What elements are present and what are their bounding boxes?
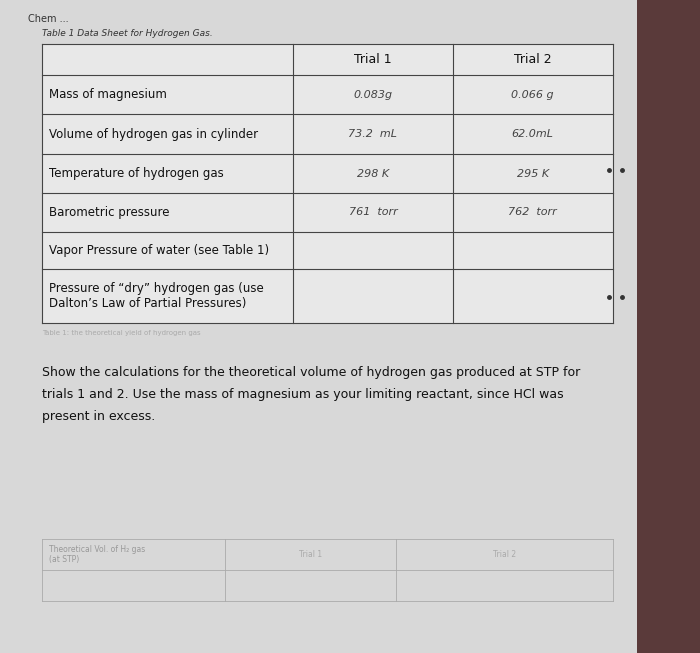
Text: Trial 2: Trial 2 bbox=[514, 54, 552, 67]
Bar bbox=[637, 0, 700, 653]
Text: 761  torr: 761 torr bbox=[349, 208, 398, 217]
Text: 62.0mL: 62.0mL bbox=[512, 129, 554, 139]
Text: 0.083g: 0.083g bbox=[354, 89, 393, 100]
Text: Trial 1: Trial 1 bbox=[299, 550, 322, 559]
Text: 73.2  mL: 73.2 mL bbox=[349, 129, 398, 139]
Text: Table 1: the theoretical yield of hydrogen gas: Table 1: the theoretical yield of hydrog… bbox=[42, 330, 201, 336]
Text: Trial 2: Trial 2 bbox=[493, 550, 516, 559]
Text: 0.066 g: 0.066 g bbox=[511, 89, 554, 100]
Text: Trial 1: Trial 1 bbox=[354, 54, 392, 67]
Bar bbox=[42, 44, 612, 323]
Text: Mass of magnesium: Mass of magnesium bbox=[49, 88, 167, 101]
Text: Barometric pressure: Barometric pressure bbox=[49, 206, 169, 219]
Text: Volume of hydrogen gas in cylinder: Volume of hydrogen gas in cylinder bbox=[49, 128, 258, 141]
Text: 295 K: 295 K bbox=[517, 168, 549, 179]
Text: 762  torr: 762 torr bbox=[508, 208, 557, 217]
Text: Pressure of “dry” hydrogen gas (use
Dalton’s Law of Partial Pressures): Pressure of “dry” hydrogen gas (use Dalt… bbox=[49, 282, 264, 310]
Text: Chem ...: Chem ... bbox=[28, 14, 69, 24]
Text: Temperature of hydrogen gas: Temperature of hydrogen gas bbox=[49, 167, 224, 180]
Text: Vapor Pressure of water (see Table 1): Vapor Pressure of water (see Table 1) bbox=[49, 244, 269, 257]
Text: Table 1 Data Sheet for Hydrogen Gas.: Table 1 Data Sheet for Hydrogen Gas. bbox=[42, 29, 213, 39]
Text: Show the calculations for the theoretical volume of hydrogen gas produced at STP: Show the calculations for the theoretica… bbox=[42, 366, 580, 422]
Text: Theoretical Vol. of H₂ gas
(at STP): Theoretical Vol. of H₂ gas (at STP) bbox=[49, 545, 146, 564]
Text: 298 K: 298 K bbox=[357, 168, 389, 179]
